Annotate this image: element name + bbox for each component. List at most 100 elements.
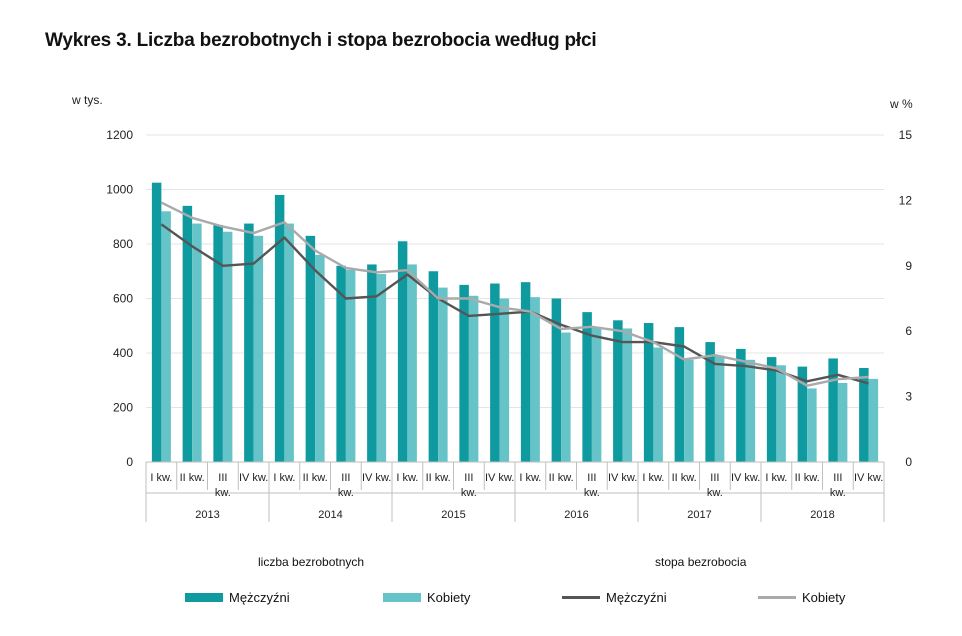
- x-tick-label-wrap: kw.: [830, 487, 846, 499]
- bar-men: [213, 224, 223, 462]
- x-tick-label: III: [587, 472, 596, 484]
- chart-title: Wykres 3. Liczba bezrobotnych i stopa be…: [45, 30, 597, 51]
- y-right-tick-label: 15: [899, 128, 913, 142]
- x-tick-label: IV kw.: [608, 472, 637, 484]
- legend-swatch-women-bar: [383, 593, 421, 602]
- bar-men: [828, 358, 838, 462]
- x-tick-label: III: [218, 472, 227, 484]
- bar-women: [868, 378, 879, 462]
- x-tick-label: III: [341, 472, 350, 484]
- x-year-label: 2014: [318, 509, 342, 521]
- bar-men: [859, 367, 869, 462]
- bar-women: [745, 359, 756, 462]
- y-axis-right-label: w %: [889, 97, 913, 111]
- legend-swatch-men-bar: [185, 593, 223, 602]
- x-tick-label: III: [710, 472, 719, 484]
- bar-men: [367, 264, 377, 462]
- bars-layer: [151, 182, 879, 462]
- bars-group-label: liczba bezrobotnych: [258, 555, 365, 569]
- bar-men: [797, 366, 808, 462]
- y-left-tick-label: 800: [113, 237, 133, 251]
- x-tick-label: I kw.: [642, 472, 664, 484]
- y-left-tick-label: 0: [126, 455, 133, 469]
- x-year-label: 2016: [564, 509, 588, 521]
- y-axis-left-label: w tys.: [71, 93, 103, 107]
- bar-men: [551, 298, 562, 462]
- bar-men: [490, 283, 500, 462]
- x-tick-label-wrap: kw.: [584, 487, 600, 499]
- bar-men: [244, 223, 254, 462]
- x-tick-label: I kw.: [150, 472, 172, 484]
- bar-men: [428, 271, 439, 462]
- axis-layer: 0 200 400 600 800 1000 1200 0 3 6 9 12 15 I kw. II kw.…: [106, 128, 912, 522]
- y-right-tick-label: 0: [905, 455, 912, 469]
- y-right-tick-label: 3: [905, 390, 912, 404]
- legend-item-men-line: Mężczyźni: [562, 590, 667, 605]
- x-tick-label: I kw.: [273, 472, 295, 484]
- x-tick-label: II kw.: [795, 472, 820, 484]
- bar-men: [336, 265, 346, 462]
- bar-men: [274, 194, 285, 462]
- x-tick-label: II kw.: [303, 472, 328, 484]
- x-tick-label: I kw.: [765, 472, 787, 484]
- x-year-label: 2015: [441, 509, 465, 521]
- bar-women: [684, 359, 694, 462]
- bar-women: [714, 355, 725, 462]
- bar-men: [705, 342, 715, 462]
- bar-men: [766, 357, 777, 462]
- x-tick-label: III: [464, 472, 473, 484]
- lines-layer: [160, 201, 869, 387]
- x-year-label: 2017: [687, 509, 711, 521]
- bar-women: [653, 347, 663, 462]
- bar-women: [345, 269, 356, 462]
- bar-men: [736, 348, 746, 462]
- bar-women: [284, 223, 294, 462]
- x-tick-label-wrap: kw.: [461, 487, 477, 499]
- bar-women: [192, 223, 202, 462]
- y-left-tick-label: 1200: [106, 128, 133, 142]
- bar-men: [459, 284, 469, 462]
- legend-label-women-line: Kobiety: [802, 590, 846, 605]
- legend-swatch-men-line: [562, 596, 600, 599]
- bar-men: [520, 282, 531, 462]
- bar-women: [315, 254, 325, 462]
- bar-men: [305, 235, 316, 462]
- grid-layer: [146, 134, 884, 408]
- bar-women: [407, 264, 417, 462]
- legend-item-men-bar: Mężczyźni: [185, 590, 290, 605]
- bar-women: [530, 297, 540, 462]
- bar-women: [807, 388, 817, 462]
- y-right-tick-label: 9: [905, 259, 912, 273]
- x-tick-label: II kw.: [426, 472, 451, 484]
- x-tick-label: IV kw.: [362, 472, 391, 484]
- y-left-tick-label: 600: [113, 292, 133, 306]
- x-year-label: 2013: [195, 509, 219, 521]
- bar-men: [613, 320, 623, 462]
- x-tick-label: II kw.: [549, 472, 574, 484]
- y-right-tick-label: 6: [905, 324, 912, 338]
- x-tick-label: II kw.: [180, 472, 205, 484]
- x-tick-label: II kw.: [672, 472, 697, 484]
- x-tick-label: IV kw.: [731, 472, 760, 484]
- legend-label-women-bar: Kobiety: [427, 590, 471, 605]
- bar-women: [499, 298, 510, 462]
- legend-item-women-line: Kobiety: [758, 590, 845, 605]
- y-left-tick-label: 200: [113, 401, 133, 415]
- bar-women: [561, 332, 571, 462]
- bar-women: [591, 327, 602, 462]
- bar-men: [151, 182, 162, 462]
- bar-men: [582, 312, 592, 462]
- lines-group-label: stopa bezrobocia: [655, 555, 747, 569]
- bar-women: [468, 295, 479, 462]
- x-tick-label-wrap: kw.: [338, 487, 354, 499]
- x-tick-label-wrap: kw.: [707, 487, 723, 499]
- line-men-rate: [160, 223, 869, 385]
- x-tick-label-wrap: kw.: [215, 487, 231, 499]
- bar-women: [376, 273, 387, 462]
- legend-swatch-women-line: [758, 596, 796, 599]
- y-right-tick-label: 12: [899, 193, 913, 207]
- bar-women: [438, 287, 448, 462]
- x-tick-label: I kw.: [519, 472, 541, 484]
- bar-women: [253, 235, 264, 462]
